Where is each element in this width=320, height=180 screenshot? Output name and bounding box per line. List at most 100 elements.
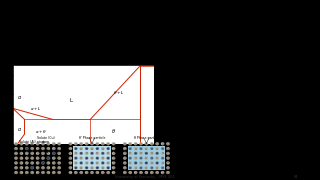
Circle shape <box>123 152 126 155</box>
Circle shape <box>96 171 99 174</box>
Circle shape <box>90 147 94 150</box>
Circle shape <box>129 157 132 160</box>
Circle shape <box>80 142 83 145</box>
Circle shape <box>90 157 94 160</box>
Text: University of Kentucky – MSE 201: University of Kentucky – MSE 201 <box>116 175 175 179</box>
Circle shape <box>150 166 153 169</box>
Circle shape <box>36 171 39 174</box>
Circle shape <box>69 171 72 174</box>
Circle shape <box>85 171 88 174</box>
Circle shape <box>112 142 115 145</box>
FancyBboxPatch shape <box>73 146 111 170</box>
Circle shape <box>123 142 126 145</box>
Circle shape <box>41 166 44 169</box>
Circle shape <box>58 147 61 150</box>
Circle shape <box>145 142 148 145</box>
Circle shape <box>156 147 159 150</box>
Circle shape <box>112 157 115 160</box>
Circle shape <box>161 142 164 145</box>
Circle shape <box>145 161 148 164</box>
Circle shape <box>140 152 143 155</box>
Circle shape <box>36 157 39 160</box>
Circle shape <box>101 142 104 145</box>
Circle shape <box>156 157 159 160</box>
Circle shape <box>36 147 39 150</box>
Circle shape <box>36 161 39 164</box>
Circle shape <box>129 161 132 164</box>
X-axis label: Composition (wt% Cu): Composition (wt% Cu) <box>60 152 106 156</box>
Circle shape <box>41 142 44 145</box>
Circle shape <box>112 161 115 164</box>
Circle shape <box>140 142 143 145</box>
Circle shape <box>58 171 61 174</box>
Circle shape <box>41 152 44 155</box>
Circle shape <box>47 142 50 145</box>
Circle shape <box>161 161 164 164</box>
Circle shape <box>74 157 77 160</box>
Circle shape <box>107 157 110 160</box>
Circle shape <box>161 147 164 150</box>
Circle shape <box>14 142 18 145</box>
Circle shape <box>134 147 137 150</box>
Circle shape <box>41 157 44 160</box>
Circle shape <box>69 166 72 169</box>
Circle shape <box>52 152 55 155</box>
Circle shape <box>166 147 170 150</box>
FancyBboxPatch shape <box>128 146 165 170</box>
Circle shape <box>25 152 28 155</box>
Circle shape <box>101 152 104 155</box>
Circle shape <box>31 152 34 155</box>
Circle shape <box>31 166 34 169</box>
Circle shape <box>85 147 88 150</box>
Circle shape <box>96 161 99 164</box>
Circle shape <box>145 157 148 160</box>
Circle shape <box>134 142 137 145</box>
Circle shape <box>52 147 55 150</box>
Circle shape <box>145 171 148 174</box>
Circle shape <box>123 161 126 164</box>
Text: 84: 84 <box>294 175 298 179</box>
Circle shape <box>129 152 132 155</box>
Circle shape <box>90 152 94 155</box>
Circle shape <box>161 166 164 169</box>
Circle shape <box>166 166 170 169</box>
Circle shape <box>123 157 126 160</box>
Circle shape <box>90 161 94 164</box>
Circle shape <box>20 157 23 160</box>
Circle shape <box>96 166 99 169</box>
Circle shape <box>112 166 115 169</box>
Circle shape <box>85 152 88 155</box>
Circle shape <box>134 171 137 174</box>
Circle shape <box>107 152 110 155</box>
Circle shape <box>96 157 99 160</box>
Circle shape <box>145 166 148 169</box>
Circle shape <box>150 161 153 164</box>
Circle shape <box>150 147 153 150</box>
Circle shape <box>47 152 50 155</box>
Circle shape <box>150 157 153 160</box>
Circle shape <box>69 142 72 145</box>
Circle shape <box>101 161 104 164</box>
Circle shape <box>47 161 50 164</box>
Circle shape <box>85 157 88 160</box>
Circle shape <box>101 171 104 174</box>
Circle shape <box>107 166 110 169</box>
Circle shape <box>123 166 126 169</box>
Circle shape <box>85 142 88 145</box>
Circle shape <box>90 171 94 174</box>
Circle shape <box>80 166 83 169</box>
Circle shape <box>58 142 61 145</box>
Circle shape <box>145 152 148 155</box>
Circle shape <box>161 152 164 155</box>
Circle shape <box>112 171 115 174</box>
Circle shape <box>166 152 170 155</box>
Circle shape <box>74 171 77 174</box>
Circle shape <box>156 142 159 145</box>
Circle shape <box>150 171 153 174</box>
Circle shape <box>107 161 110 164</box>
Circle shape <box>166 171 170 174</box>
Circle shape <box>52 161 55 164</box>
Circle shape <box>96 147 99 150</box>
Text: $\alpha$: $\alpha$ <box>17 126 22 133</box>
Circle shape <box>150 142 153 145</box>
